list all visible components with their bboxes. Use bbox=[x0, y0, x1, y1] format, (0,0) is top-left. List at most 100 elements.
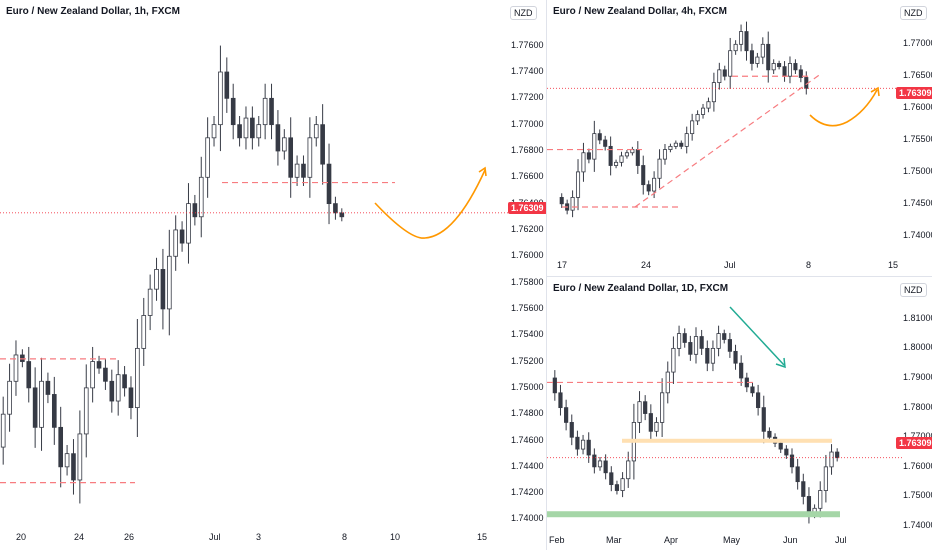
candle-body bbox=[739, 31, 744, 45]
y-tick-label: 1.75500 bbox=[903, 134, 932, 144]
x-tick-label: Jul bbox=[209, 532, 221, 542]
candle-body bbox=[26, 361, 32, 389]
candle-body bbox=[660, 392, 665, 423]
candle-body bbox=[13, 354, 19, 382]
candle-body bbox=[141, 315, 147, 349]
candle-body bbox=[626, 460, 631, 480]
x-tick-label: Jul bbox=[835, 535, 847, 545]
candle-body bbox=[637, 401, 642, 423]
y-tick-label: 1.81000 bbox=[903, 312, 932, 323]
candle-body bbox=[699, 336, 704, 349]
projection-curve bbox=[809, 89, 878, 127]
y-tick-label: 1.74000 bbox=[511, 513, 544, 524]
y-tick-label: 1.74600 bbox=[511, 434, 544, 445]
y-tick-label: 1.80000 bbox=[903, 342, 932, 353]
candle-body bbox=[706, 101, 711, 109]
candle-body bbox=[771, 63, 776, 71]
projection-arrowhead bbox=[478, 166, 487, 177]
candle-body bbox=[722, 333, 727, 340]
candle-body bbox=[20, 354, 25, 362]
candle-body bbox=[676, 333, 682, 349]
candle-body bbox=[739, 362, 744, 379]
candle-body bbox=[711, 82, 716, 103]
candle-body bbox=[559, 197, 564, 205]
candle-body bbox=[635, 149, 640, 166]
x-tick-label: 15 bbox=[477, 532, 488, 542]
y-tick-label: 1.77000 bbox=[903, 431, 932, 441]
candle-body bbox=[641, 165, 646, 186]
x-tick-label: 24 bbox=[641, 260, 652, 270]
y-tick-label: 1.75200 bbox=[511, 355, 544, 366]
y-tick-label: 1.75000 bbox=[511, 381, 544, 392]
y-tick-label: 1.75600 bbox=[511, 302, 544, 313]
candle-body bbox=[705, 347, 710, 364]
y-tick-label: 1.77000 bbox=[903, 38, 932, 49]
candle-body bbox=[552, 377, 557, 394]
candle-body bbox=[609, 472, 614, 486]
candle-body bbox=[77, 433, 83, 481]
unit-badge[interactable]: NZD bbox=[900, 283, 927, 297]
candle-body bbox=[586, 152, 591, 160]
candle-body bbox=[313, 124, 319, 139]
candle-body bbox=[733, 43, 738, 52]
candle-body bbox=[154, 269, 159, 290]
y-tick-label: 1.76000 bbox=[903, 460, 932, 471]
candle-body bbox=[173, 229, 179, 257]
candles-1d bbox=[547, 306, 903, 524]
y-tick-label: 1.76000 bbox=[511, 250, 544, 261]
y-tick-label: 1.75000 bbox=[903, 490, 932, 501]
candle-body bbox=[643, 401, 648, 414]
candle-body bbox=[673, 142, 678, 147]
candle-body bbox=[45, 380, 51, 395]
candle-body bbox=[648, 413, 653, 432]
x-tick-label: 17 bbox=[557, 260, 568, 270]
candle-body bbox=[575, 171, 581, 198]
candle-body bbox=[782, 66, 787, 77]
candle-body bbox=[682, 333, 687, 343]
candle-body bbox=[787, 63, 793, 77]
candle-body bbox=[147, 288, 153, 316]
unit-badge[interactable]: NZD bbox=[900, 6, 927, 20]
candle-body bbox=[0, 413, 6, 448]
unit-badge[interactable]: NZD bbox=[510, 6, 537, 20]
chart-panel-1h[interactable]: Euro / New Zealand Dollar, 1h, FXCM NZD … bbox=[0, 0, 546, 550]
y-tick-label: 1.74000 bbox=[903, 520, 932, 531]
chart-panel-1d[interactable]: Euro / New Zealand Dollar, 1D, FXCM NZD … bbox=[547, 277, 932, 550]
candle-body bbox=[671, 347, 676, 373]
x-tick-label: Apr bbox=[664, 535, 679, 545]
candle-body bbox=[109, 380, 115, 402]
candle-body bbox=[339, 212, 345, 218]
candle-body bbox=[778, 442, 783, 450]
x-tick-label: 20 bbox=[16, 532, 27, 542]
candle-body bbox=[333, 203, 338, 214]
candle-body bbox=[733, 350, 738, 364]
candle-body bbox=[750, 386, 755, 394]
candle-body bbox=[624, 152, 629, 157]
last-price-tag: 1.76309 bbox=[896, 87, 932, 99]
candle-body bbox=[256, 124, 262, 139]
candle-body bbox=[829, 451, 834, 468]
chart-panel-4h[interactable]: Euro / New Zealand Dollar, 4h, FXCM NZD … bbox=[547, 0, 932, 276]
x-tick-label: 15 bbox=[888, 260, 899, 270]
candle-body bbox=[693, 336, 699, 355]
candle-body bbox=[700, 107, 706, 115]
panel-divider bbox=[546, 0, 547, 550]
candle-body bbox=[654, 422, 659, 432]
candle-body bbox=[586, 439, 591, 456]
candle-body bbox=[818, 490, 823, 509]
candle-body bbox=[597, 133, 602, 141]
candle-body bbox=[614, 161, 619, 166]
candle-body bbox=[122, 374, 127, 389]
candle-body bbox=[307, 137, 313, 178]
candle-body bbox=[798, 69, 803, 78]
candle-body bbox=[722, 69, 727, 77]
y-tick-label: 1.77000 bbox=[511, 118, 544, 129]
x-tick-label: 26 bbox=[124, 532, 135, 542]
y-tick-label: 1.75000 bbox=[903, 165, 932, 176]
candle-body bbox=[728, 50, 733, 77]
candle-body bbox=[128, 387, 134, 409]
candle-body bbox=[716, 333, 721, 349]
candle-body bbox=[179, 229, 185, 244]
candle-body bbox=[756, 392, 761, 409]
candle-body bbox=[211, 124, 217, 139]
